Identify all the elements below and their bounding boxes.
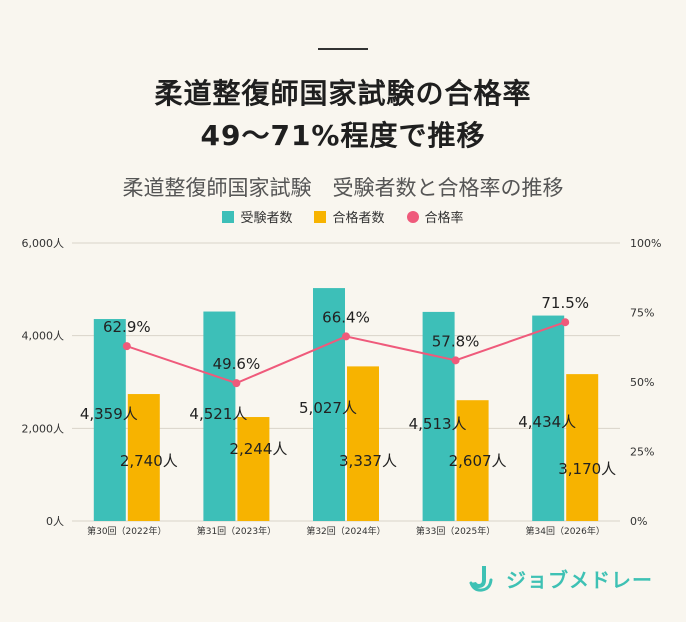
bar-passers [456,400,489,521]
rate-point [232,379,241,388]
bar-examinees [422,311,455,521]
data-label-passers: 2,607人 [449,452,507,470]
data-label-examinees: 4,513人 [409,415,467,433]
rate-point [122,342,131,351]
y2-tick-label: 25% [630,446,654,459]
legend-swatch-passers [314,210,327,223]
data-label-passers: 2,740人 [120,452,178,470]
x-tick-label: 第32回（2024年） [306,525,385,537]
x-tick-label: 第34回（2026年） [526,525,605,537]
y2-tick-label: 100% [630,237,661,250]
data-label-passers: 3,337人 [339,452,397,470]
bar-passers [347,366,379,521]
bar-passers [237,417,270,521]
bar-passers [127,394,160,521]
y-tick-label: 6,000人 [22,237,65,250]
legend-swatch-examinees [222,210,235,223]
data-label-rate: 71.5% [541,294,589,312]
legend-item-passers: 合格者数 [314,207,385,226]
data-label-rate: 57.8% [432,332,480,350]
data-label-passers: 3,170人 [558,460,616,478]
y2-tick-label: 50% [630,376,654,389]
bar-passers [566,374,599,521]
legend-item-examinees: 受験者数 [222,207,292,226]
data-label-rate: 49.6% [213,355,261,373]
job-medley-j-logo-icon [469,566,493,592]
headline-line-1: 柔道整復師国家試験の合格率 [154,77,532,110]
brand-logo: ジョブメドレー [468,563,653,593]
data-label-examinees: 4,521人 [189,405,247,423]
rate-point [561,318,570,327]
x-tick-label: 第30回（2022年） [87,525,166,537]
data-label-examinees: 4,434人 [518,413,576,431]
legend-swatch-rate [406,210,419,223]
x-tick-label: 第33回（2025年） [416,525,495,537]
bar-examinees [203,311,236,521]
data-label-rate: 62.9% [103,318,151,336]
data-label-rate: 66.4% [322,308,370,326]
y-tick-label: 4,000人 [22,330,65,343]
bar-examinees [93,319,126,521]
rate-point [342,332,350,341]
legend-item-rate: 合格率 [406,207,464,226]
legend-label-rate: 合格率 [424,211,464,226]
rate-point [451,356,460,365]
y2-tick-label: 0% [630,515,647,528]
data-label-passers: 2,244人 [229,440,287,458]
bar-examinees [532,315,565,521]
y-tick-label: 0人 [46,515,64,528]
legend-label-passers: 合格者数 [332,211,385,226]
x-tick-label: 第31回（2023年） [197,525,276,537]
legend-label-examinees: 受験者数 [240,211,293,226]
chart-legend: 受験者数 合格者数 合格率 [0,207,686,226]
chart-title: 柔道整復師国家試験 受験者数と合格率の推移 [122,176,564,200]
brand-logo-text: ジョブメドレー [506,567,653,592]
top-divider [318,48,368,50]
bar-examinees [313,288,345,521]
data-label-examinees: 4,359人 [80,405,138,423]
data-label-examinees: 5,027人 [299,399,357,417]
headline-line-2: 49～71%程度で推移 [200,119,486,152]
rate-line [126,321,566,385]
y-tick-label: 2,000人 [22,422,65,435]
y2-tick-label: 75% [630,307,654,320]
